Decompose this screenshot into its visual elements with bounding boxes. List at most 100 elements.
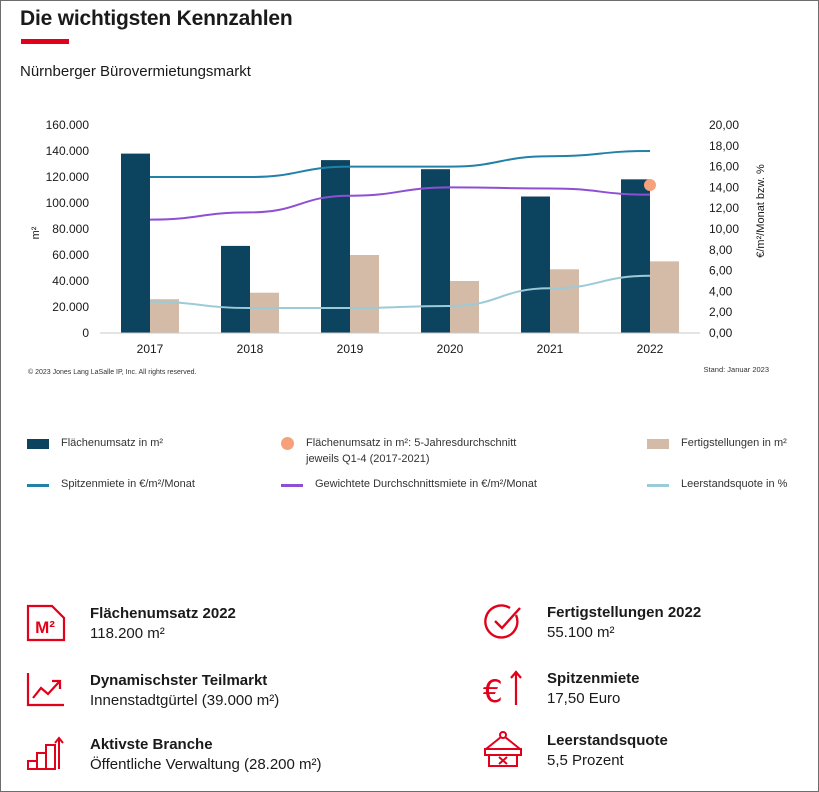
kpi-branche: Aktivste Branche Öffentliche Verwaltung …: [26, 735, 322, 773]
kpi-value: 5,5 Prozent: [547, 752, 624, 769]
y2-tick-label: 2,00: [709, 305, 733, 319]
line-series: [149, 150, 656, 310]
legend-swatch: [27, 439, 49, 449]
y2-tick-label: 10,00: [709, 222, 739, 236]
x-tick-label: 2019: [337, 342, 364, 356]
check-circle-icon: [484, 604, 521, 639]
y-tick-label: 140.000: [46, 144, 90, 158]
legend-flaechenumsatz: Flächenumsatz in m²: [27, 437, 163, 449]
bar-fertigstellungen: [250, 292, 279, 333]
line-leerstandsquote: [149, 274, 651, 310]
y2-tick-label: 8,00: [709, 243, 733, 257]
bar-flaechenumsatz: [521, 196, 550, 333]
kpi-flaechenumsatz: M² Flächenumsatz 2022 118.200 m²: [26, 604, 236, 642]
legend-fertigstellungen: Fertigstellungen in m²: [647, 437, 787, 449]
x-tick-label: 2018: [237, 342, 264, 356]
y2-tick-label: 12,00: [709, 201, 739, 215]
x-tick-label: 2020: [437, 342, 464, 356]
euro-arrow-icon: €: [483, 670, 522, 707]
legend-swatch: [647, 439, 669, 449]
kpi-fertigstellungen: Fertigstellungen 2022 55.100 m²: [483, 603, 701, 641]
y-axis-left: 0 20.000 40.000 60.000 80.000 100.000 120.000 1…: [46, 118, 90, 340]
y2-tick-label: 16,00: [709, 160, 739, 174]
y-tick-label: 100.000: [46, 196, 90, 210]
legend-swatch: [281, 437, 294, 450]
y-tick-label: 0: [82, 326, 89, 340]
bar-fertigstellungen: [450, 281, 479, 333]
bar-flaechenumsatz: [621, 179, 650, 333]
legend-label: Flächenumsatz in m²: [61, 437, 164, 449]
y-tick-label: 20.000: [52, 300, 89, 314]
legend-label: Flächenumsatz in m²: 5-Jahresdurchschnit…: [306, 437, 517, 449]
y-tick-label: 160.000: [46, 118, 90, 132]
y-tick-label: 60.000: [52, 248, 89, 262]
bar-fertigstellungen: [650, 261, 679, 333]
svg-text:M²: M²: [35, 618, 55, 637]
kpi-value: 55.100 m²: [547, 624, 615, 641]
legend-5jahres: Flächenumsatz in m²: 5-Jahresdurchschnit…: [281, 437, 516, 465]
x-tick-label: 2017: [137, 342, 164, 356]
y-axis-right: 0,00 2,00 4,00 6,00 8,00 10,00 12,00 14,00 16,00…: [709, 118, 739, 340]
bar-fertigstellungen: [150, 299, 179, 333]
page-subtitle: Nürnberger Bürovermietungsmarkt: [20, 63, 251, 80]
kpi-title: Aktivste Branche: [90, 736, 213, 753]
kpi-value: 17,50 Euro: [547, 690, 621, 707]
line-spitzenmiete: [149, 150, 651, 179]
bar-flaechenumsatz: [221, 245, 250, 333]
kpi-value: 118.200 m²: [90, 625, 165, 642]
legend-swatch: [27, 484, 49, 487]
marker-5jahresdurchschnitt: [644, 179, 656, 192]
trend-chart-icon: [26, 673, 64, 707]
kpi-value: Öffentliche Verwaltung (28.200 m²): [90, 756, 322, 773]
svg-text:€: €: [483, 674, 503, 707]
y2-tick-label: 18,00: [709, 139, 739, 153]
kpi-title: Spitzenmiete: [547, 670, 640, 687]
copyright-note: © 2023 Jones Lang LaSalle IP, Inc. All r…: [28, 368, 197, 376]
y2-tick-label: 0,00: [709, 326, 733, 340]
legend-spitzenmiete: Spitzenmiete in €/m²/Monat: [27, 478, 195, 490]
legend-leerstand: Leerstandsquote in %: [647, 478, 787, 490]
bar-fertigstellungen: [350, 255, 379, 333]
y2-tick-label: 20,00: [709, 118, 739, 132]
legend-durchschnittsmiete: Gewichtete Durchschnittsmiete in €/m²/Mo…: [281, 478, 537, 490]
bar-fertigstellungen: [550, 269, 579, 333]
bar-flaechenumsatz: [121, 153, 150, 333]
legend-swatch: [647, 484, 669, 487]
y2-tick-label: 6,00: [709, 264, 733, 278]
chart: 0 20.000 40.000 60.000 80.000 100.000 120.000 1…: [28, 118, 769, 376]
bar-flaechenumsatz: [421, 169, 450, 333]
page-title: Die wichtigsten Kennzahlen: [20, 7, 293, 30]
y2-tick-label: 14,00: [709, 180, 739, 194]
legend-label: Gewichtete Durchschnittsmiete in €/m²/Mo…: [315, 478, 537, 490]
legend-label: Spitzenmiete in €/m²/Monat: [61, 478, 195, 490]
y2-axis-label: €/m²/Monat bzw. %: [755, 164, 767, 258]
kpi-title: Flächenumsatz 2022: [90, 605, 236, 622]
x-axis: 2017 2018 2019 2020 2021 2022: [137, 342, 664, 356]
legend-swatch: [281, 484, 303, 487]
x-tick-label: 2022: [637, 342, 664, 356]
vacancy-sign-icon: [484, 731, 522, 767]
kpi-leerstandsquote: Leerstandsquote 5,5 Prozent: [483, 731, 668, 769]
kpi-title: Fertigstellungen 2022: [547, 604, 702, 621]
y2-tick-label: 4,00: [709, 284, 733, 298]
kpi-title: Dynamischster Teilmarkt: [90, 672, 268, 689]
legend-label: Leerstandsquote in %: [681, 478, 788, 490]
title-underline: [21, 39, 69, 44]
y-tick-label: 120.000: [46, 170, 90, 184]
bar-flaechenumsatz: [321, 160, 350, 333]
y-tick-label: 80.000: [52, 222, 89, 236]
legend-label: Fertigstellungen in m²: [681, 437, 787, 449]
y-axis-label: m²: [30, 226, 42, 239]
stairs-arrow-icon: [27, 736, 64, 770]
kpi-value: Innenstadtgürtel (39.000 m²): [90, 692, 280, 709]
line-durchschnittsmiete: [149, 186, 651, 221]
kpi-title: Leerstandsquote: [547, 732, 668, 749]
x-tick-label: 2021: [537, 342, 564, 356]
y-tick-label: 40.000: [52, 274, 89, 288]
m2-icon: M²: [26, 604, 66, 642]
legend-label-line2: jeweils Q1-4 (2017-2021): [306, 453, 430, 465]
stand-note: Stand: Januar 2023: [704, 365, 769, 374]
kpi-spitzenmiete: € Spitzenmiete 17,50 Euro: [483, 669, 640, 707]
kpi-teilmarkt: Dynamischster Teilmarkt Innenstadtgürtel…: [26, 671, 279, 709]
